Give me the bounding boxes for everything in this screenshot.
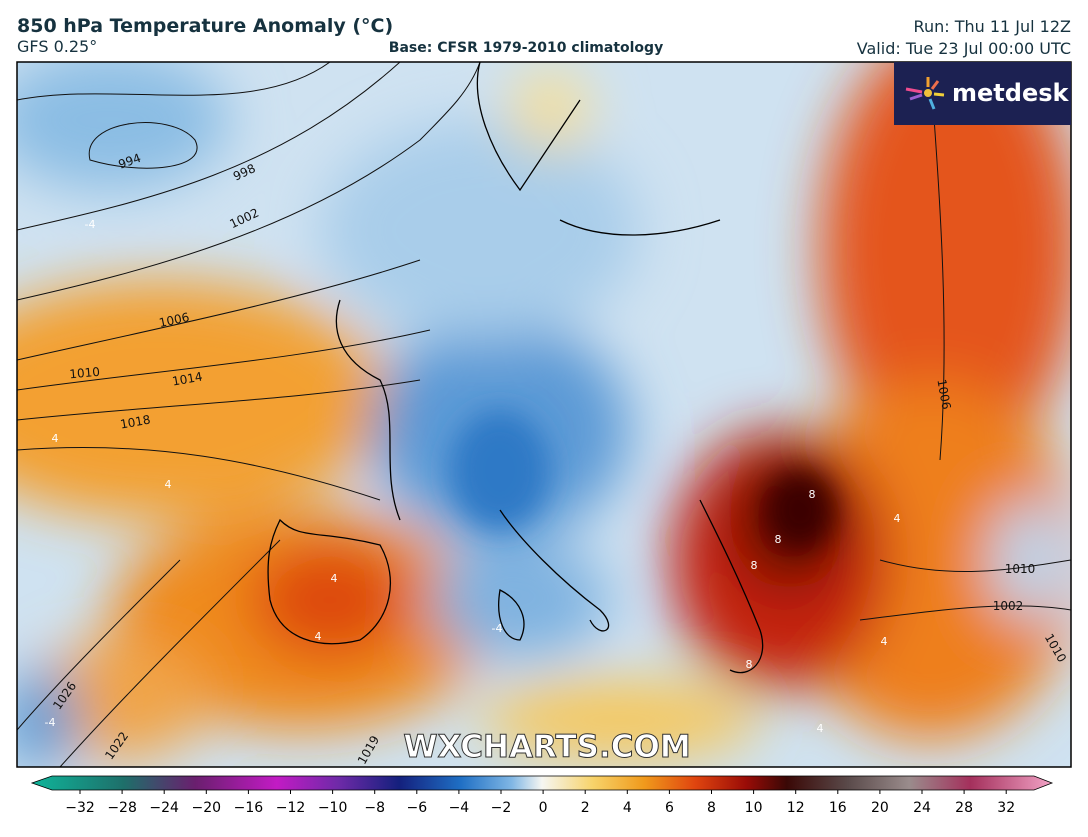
anomaly-label: 4 bbox=[331, 572, 338, 585]
anomaly-label: 4 bbox=[817, 722, 824, 735]
colorbar-label: 24 bbox=[913, 800, 931, 816]
colorbar-label: 2 bbox=[581, 800, 590, 816]
colorbar-label: −28 bbox=[107, 800, 137, 816]
anomaly-label: 8 bbox=[746, 658, 753, 671]
climatology-base: Base: CFSR 1979-2010 climatology bbox=[389, 40, 663, 56]
colorbar-label: −4 bbox=[449, 800, 470, 816]
isobar-label: 1006 bbox=[934, 378, 953, 411]
colorbar-label: 12 bbox=[787, 800, 805, 816]
isobar-label: 1006 bbox=[158, 310, 191, 330]
valid-time: Valid: Tue 23 Jul 00:00 UTC bbox=[857, 39, 1071, 58]
anomaly-label: 4 bbox=[52, 432, 59, 445]
run-time: Run: Thu 11 Jul 12Z bbox=[914, 17, 1071, 36]
map-title: 850 hPa Temperature Anomaly (°C) bbox=[17, 15, 393, 37]
colorbar-label: 20 bbox=[871, 800, 889, 816]
anomaly-label: 4 bbox=[165, 478, 172, 491]
anomaly-label: 8 bbox=[751, 559, 758, 572]
colorbar-label: 0 bbox=[539, 800, 548, 816]
anomaly-label: -4 bbox=[45, 716, 56, 729]
colorbar-label: 8 bbox=[707, 800, 716, 816]
colorbar bbox=[30, 775, 1054, 791]
colorbar-label: −12 bbox=[276, 800, 306, 816]
coastlines bbox=[267, 62, 764, 674]
map-frame bbox=[16, 61, 1072, 768]
isobar-label: 1002 bbox=[993, 599, 1024, 613]
anomaly-label: 8 bbox=[809, 488, 816, 501]
anomaly-label: -4 bbox=[492, 622, 503, 635]
logo-icon bbox=[905, 77, 945, 110]
isobar-label: 1018 bbox=[119, 413, 152, 432]
colorbar-label: 28 bbox=[955, 800, 973, 816]
isobar-label: 1014 bbox=[171, 370, 204, 389]
anomaly-label: 4 bbox=[315, 630, 322, 643]
colorbar-label: −6 bbox=[406, 800, 427, 816]
colorbar-label: −32 bbox=[65, 800, 95, 816]
map-area bbox=[17, 62, 1071, 767]
anomaly-field bbox=[17, 62, 1071, 767]
logo-text: metdesk bbox=[952, 79, 1070, 107]
isobar-label: 1010 bbox=[1005, 562, 1036, 576]
anomaly-label: 8 bbox=[775, 533, 782, 546]
colorbar-label: −8 bbox=[364, 800, 385, 816]
colorbar-label: −16 bbox=[234, 800, 264, 816]
colorbar-label: 16 bbox=[829, 800, 847, 816]
model-name: GFS 0.25° bbox=[17, 37, 97, 56]
colorbar-label: 10 bbox=[745, 800, 763, 816]
colorbar-label: −2 bbox=[491, 800, 512, 816]
colorbar-label: −24 bbox=[149, 800, 179, 816]
isobars bbox=[17, 62, 1071, 767]
colorbar-label: −20 bbox=[192, 800, 222, 816]
anomaly-label: 4 bbox=[894, 512, 901, 525]
anomaly-label: -4 bbox=[85, 218, 96, 231]
logo-box bbox=[894, 62, 1071, 125]
colorbar-label: 4 bbox=[623, 800, 632, 816]
isobar-label: 1010 bbox=[69, 365, 101, 382]
colorbar-label: 32 bbox=[997, 800, 1015, 816]
colorbar-label: −10 bbox=[318, 800, 348, 816]
anomaly-label: 4 bbox=[881, 635, 888, 648]
watermark: WXCHARTS.COM bbox=[403, 729, 690, 765]
colorbar-label: 6 bbox=[665, 800, 674, 816]
